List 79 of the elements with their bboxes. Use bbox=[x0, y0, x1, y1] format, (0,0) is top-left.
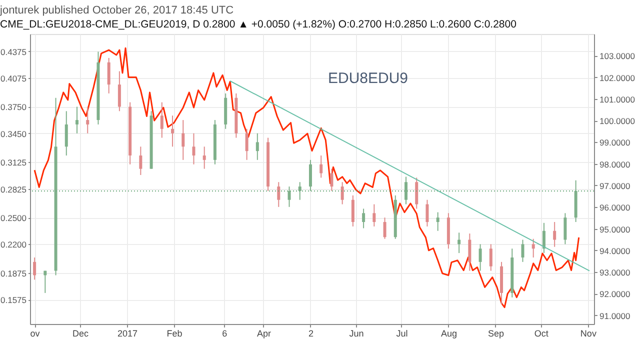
candlestick bbox=[308, 159, 312, 192]
candlestick bbox=[426, 199, 429, 227]
chart-title: jonturek published October 26, 2017 18:45 UTC bbox=[0, 4, 234, 16]
y2-tick-label: 97.0000 bbox=[600, 180, 630, 191]
y2-tick-label: 95.0000 bbox=[600, 224, 630, 234]
candlestick bbox=[139, 146, 142, 176]
candlestick bbox=[256, 132, 259, 160]
candlestick bbox=[383, 217, 386, 240]
y-tick-label: 0.3125 bbox=[0, 158, 27, 168]
y-tick-label: 0.4375 bbox=[0, 46, 27, 57]
candlestick bbox=[277, 182, 280, 208]
x-tick-label: 2017 bbox=[118, 328, 138, 338]
candlestick bbox=[340, 182, 344, 205]
candlestick bbox=[362, 208, 366, 229]
y2-tick-label: 99.0000 bbox=[600, 138, 630, 148]
candlestick bbox=[542, 222, 546, 254]
y-tick-label: 0.3750 bbox=[0, 102, 27, 112]
x-tick-label: Feb bbox=[166, 328, 182, 338]
y-tick-label: 0.1875 bbox=[0, 268, 27, 279]
y2-tick-label: 91.0000 bbox=[600, 310, 630, 321]
x-tick-label: Aug bbox=[440, 328, 457, 338]
y2-tick-label: 98.0000 bbox=[600, 159, 630, 170]
y-tick-label: 0.2200 bbox=[0, 240, 27, 250]
y2-tick-label: 100.0000 bbox=[600, 116, 636, 126]
x-tick-label: 2 bbox=[308, 328, 314, 338]
candlestick bbox=[44, 270, 47, 294]
annotation: EDU8EDU9 bbox=[328, 70, 408, 87]
candlestick bbox=[478, 244, 482, 272]
candlestick bbox=[458, 232, 461, 254]
y-tick-label: 0.4075 bbox=[0, 73, 27, 84]
x-tick-label: Sep bbox=[488, 328, 504, 338]
x-tick-label: ov bbox=[30, 328, 40, 338]
chart-subtitle: CME_DL:GEU2018-CME_DL:GEU2019, D 0.2800 ▲ +0.0050 (+1.82%) O:0.2700 H:0.2850 L:0.2600 C:0.2800 bbox=[0, 18, 517, 30]
y2-tick-label: 102.0000 bbox=[600, 72, 636, 83]
x-tick-label: Jun bbox=[349, 328, 364, 338]
candlestick bbox=[351, 194, 354, 227]
y-tick-label: 0.2825 bbox=[0, 184, 27, 194]
candlestick bbox=[33, 256, 36, 280]
candlestick bbox=[564, 212, 567, 245]
candlestick bbox=[245, 128, 248, 160]
candlestick bbox=[64, 110, 68, 156]
candlestick bbox=[489, 244, 492, 272]
candlestick bbox=[288, 186, 291, 208]
y2-tick-label: 101.0000 bbox=[600, 94, 636, 104]
candlestick bbox=[372, 204, 376, 227]
y-tick-label: 0.3450 bbox=[0, 128, 27, 139]
candlestick bbox=[415, 177, 418, 210]
candlestick bbox=[468, 233, 472, 272]
x-tick-label: Apr bbox=[256, 328, 271, 338]
x-tick-label: Jul bbox=[396, 328, 408, 338]
candlestick bbox=[320, 155, 323, 178]
candlestick bbox=[86, 106, 90, 134]
y2-tick-label: 103.0000 bbox=[600, 51, 636, 62]
candlestick bbox=[171, 115, 174, 148]
candlestick bbox=[330, 168, 334, 192]
candlestick bbox=[107, 57, 110, 94]
x-tick-label: Oct bbox=[534, 328, 549, 338]
x-tick-label: 6 bbox=[222, 328, 228, 338]
y2-tick-label: 93.0000 bbox=[600, 268, 630, 278]
x-tick-label: Dec bbox=[72, 328, 90, 338]
candlestick bbox=[553, 222, 556, 248]
x-tick-label: Nov bbox=[580, 328, 597, 338]
y-tick-label: 0.2500 bbox=[0, 213, 27, 224]
y2-tick-label: 96.0000 bbox=[600, 202, 630, 213]
candlestick bbox=[298, 182, 302, 200]
candlestick bbox=[532, 238, 535, 258]
candlestick bbox=[436, 212, 440, 232]
candlestick bbox=[160, 102, 164, 138]
candlestick bbox=[192, 132, 196, 165]
candlestick bbox=[202, 146, 206, 170]
y2-tick-label: 94.0000 bbox=[600, 246, 630, 256]
y-tick-label: 0.1575 bbox=[0, 295, 27, 306]
candlestick bbox=[76, 106, 78, 134]
candlestick bbox=[404, 176, 408, 205]
line-series bbox=[34, 47, 580, 308]
y2-tick-label: 92.0000 bbox=[600, 289, 630, 300]
candlestick bbox=[182, 120, 185, 160]
candlestick bbox=[521, 239, 524, 262]
candlestick bbox=[118, 70, 121, 112]
